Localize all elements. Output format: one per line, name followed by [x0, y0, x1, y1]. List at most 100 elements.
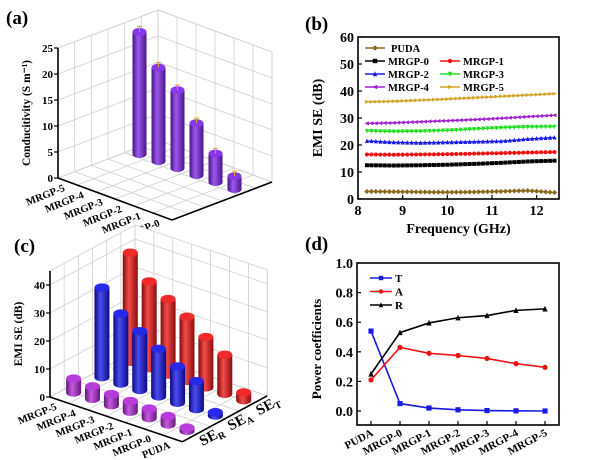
data-point: [472, 95, 477, 100]
bar-A: [113, 309, 129, 388]
data-point: [387, 129, 392, 134]
panel-label-b: (b): [305, 14, 328, 35]
data-point: [387, 152, 392, 157]
data-point: [503, 94, 508, 99]
data-point: [542, 305, 548, 312]
data-point: [427, 163, 432, 168]
data-point: [476, 95, 482, 100]
data-point: [530, 159, 535, 164]
data-point: [405, 163, 410, 168]
legend-label: MRGP-0: [388, 57, 429, 68]
data-point: [507, 125, 512, 130]
data-point: [405, 98, 410, 103]
data-point: [444, 189, 450, 195]
y-axis-label: Conducitivity (S m⁻¹): [21, 60, 33, 166]
data-point: [449, 162, 454, 167]
bar-R: [122, 396, 138, 416]
data-point: [364, 99, 370, 104]
data-point: [373, 99, 379, 104]
data-point: [458, 139, 463, 145]
legend-label: MRGP-4: [388, 83, 430, 94]
legend-label: MRGP-1: [463, 57, 504, 68]
data-point: [498, 94, 504, 99]
legend-marker: [378, 289, 384, 294]
bar-R: [66, 374, 82, 397]
series-label-main: SE: [225, 412, 249, 435]
data-point: [449, 189, 455, 195]
bar-top: [170, 362, 186, 371]
data-point: [405, 140, 410, 145]
data-point: [431, 162, 436, 167]
data-point: [431, 140, 436, 145]
data-point: [472, 161, 477, 166]
data-point: [436, 97, 441, 102]
y-axis-label: Power coefficients: [309, 299, 324, 399]
data-point: [552, 91, 558, 96]
bar-body: [151, 348, 167, 397]
data-point: [485, 116, 490, 121]
data-point: [538, 188, 544, 195]
bar-top: [66, 374, 82, 383]
data-point: [463, 151, 468, 156]
data-point: [494, 161, 499, 165]
data-point: [521, 136, 526, 142]
bar-top: [188, 377, 204, 386]
data-point: [426, 350, 432, 356]
y-axis-label: EMI SE (dB): [13, 302, 25, 367]
data-point: [373, 188, 379, 195]
data-point: [373, 152, 378, 157]
x-tick-label: 8: [355, 204, 362, 219]
data-point: [525, 114, 530, 119]
data-point: [400, 189, 406, 195]
bar-R: [179, 423, 195, 436]
gridline: [163, 389, 249, 436]
data-point: [400, 120, 405, 125]
bar-body: [132, 331, 148, 390]
data-point: [525, 93, 531, 98]
data-point: [472, 139, 477, 144]
bar-R: [103, 389, 119, 410]
data-point: [493, 188, 500, 195]
data-point: [467, 162, 472, 167]
data-point: [542, 364, 548, 370]
y-tick-label: 40: [34, 280, 46, 292]
data-point: [386, 120, 392, 125]
data-point: [516, 125, 521, 130]
data-point: [404, 189, 410, 195]
y-tick-label: 25: [42, 43, 54, 55]
data-point: [458, 127, 463, 133]
y-tick-label: 5: [48, 147, 54, 159]
x-tick-label: 11: [485, 204, 498, 219]
data-point: [449, 152, 454, 157]
data-point: [387, 139, 392, 145]
data-point: [542, 408, 548, 414]
series-label: SET: [253, 393, 284, 421]
data-point: [494, 138, 499, 144]
data-point: [454, 162, 459, 167]
data-point: [552, 124, 557, 130]
y-tick-label: 50: [340, 58, 354, 73]
data-point: [431, 97, 437, 102]
y-tick-label: 0.4: [336, 346, 354, 361]
data-point: [476, 161, 481, 166]
data-point: [382, 163, 387, 168]
bar-body: [217, 354, 233, 394]
data-point: [435, 189, 441, 195]
y-tick-label: 15: [42, 95, 54, 107]
data-point: [539, 159, 544, 164]
y-tick-label: 0.6: [336, 316, 354, 331]
data-point: [445, 152, 450, 157]
data-point: [373, 138, 378, 144]
x-axis-label: Frequency (GHz): [406, 222, 511, 237]
depth-axis: [181, 395, 268, 443]
data-point: [507, 188, 513, 194]
data-point: [436, 128, 441, 134]
data-point: [444, 118, 450, 123]
plot-frame: [356, 262, 560, 426]
data-point: [484, 189, 491, 195]
data-point: [382, 139, 387, 144]
data-point: [436, 152, 441, 157]
data-point: [521, 93, 526, 98]
legend-marker: [378, 275, 384, 281]
data-point: [516, 159, 521, 164]
